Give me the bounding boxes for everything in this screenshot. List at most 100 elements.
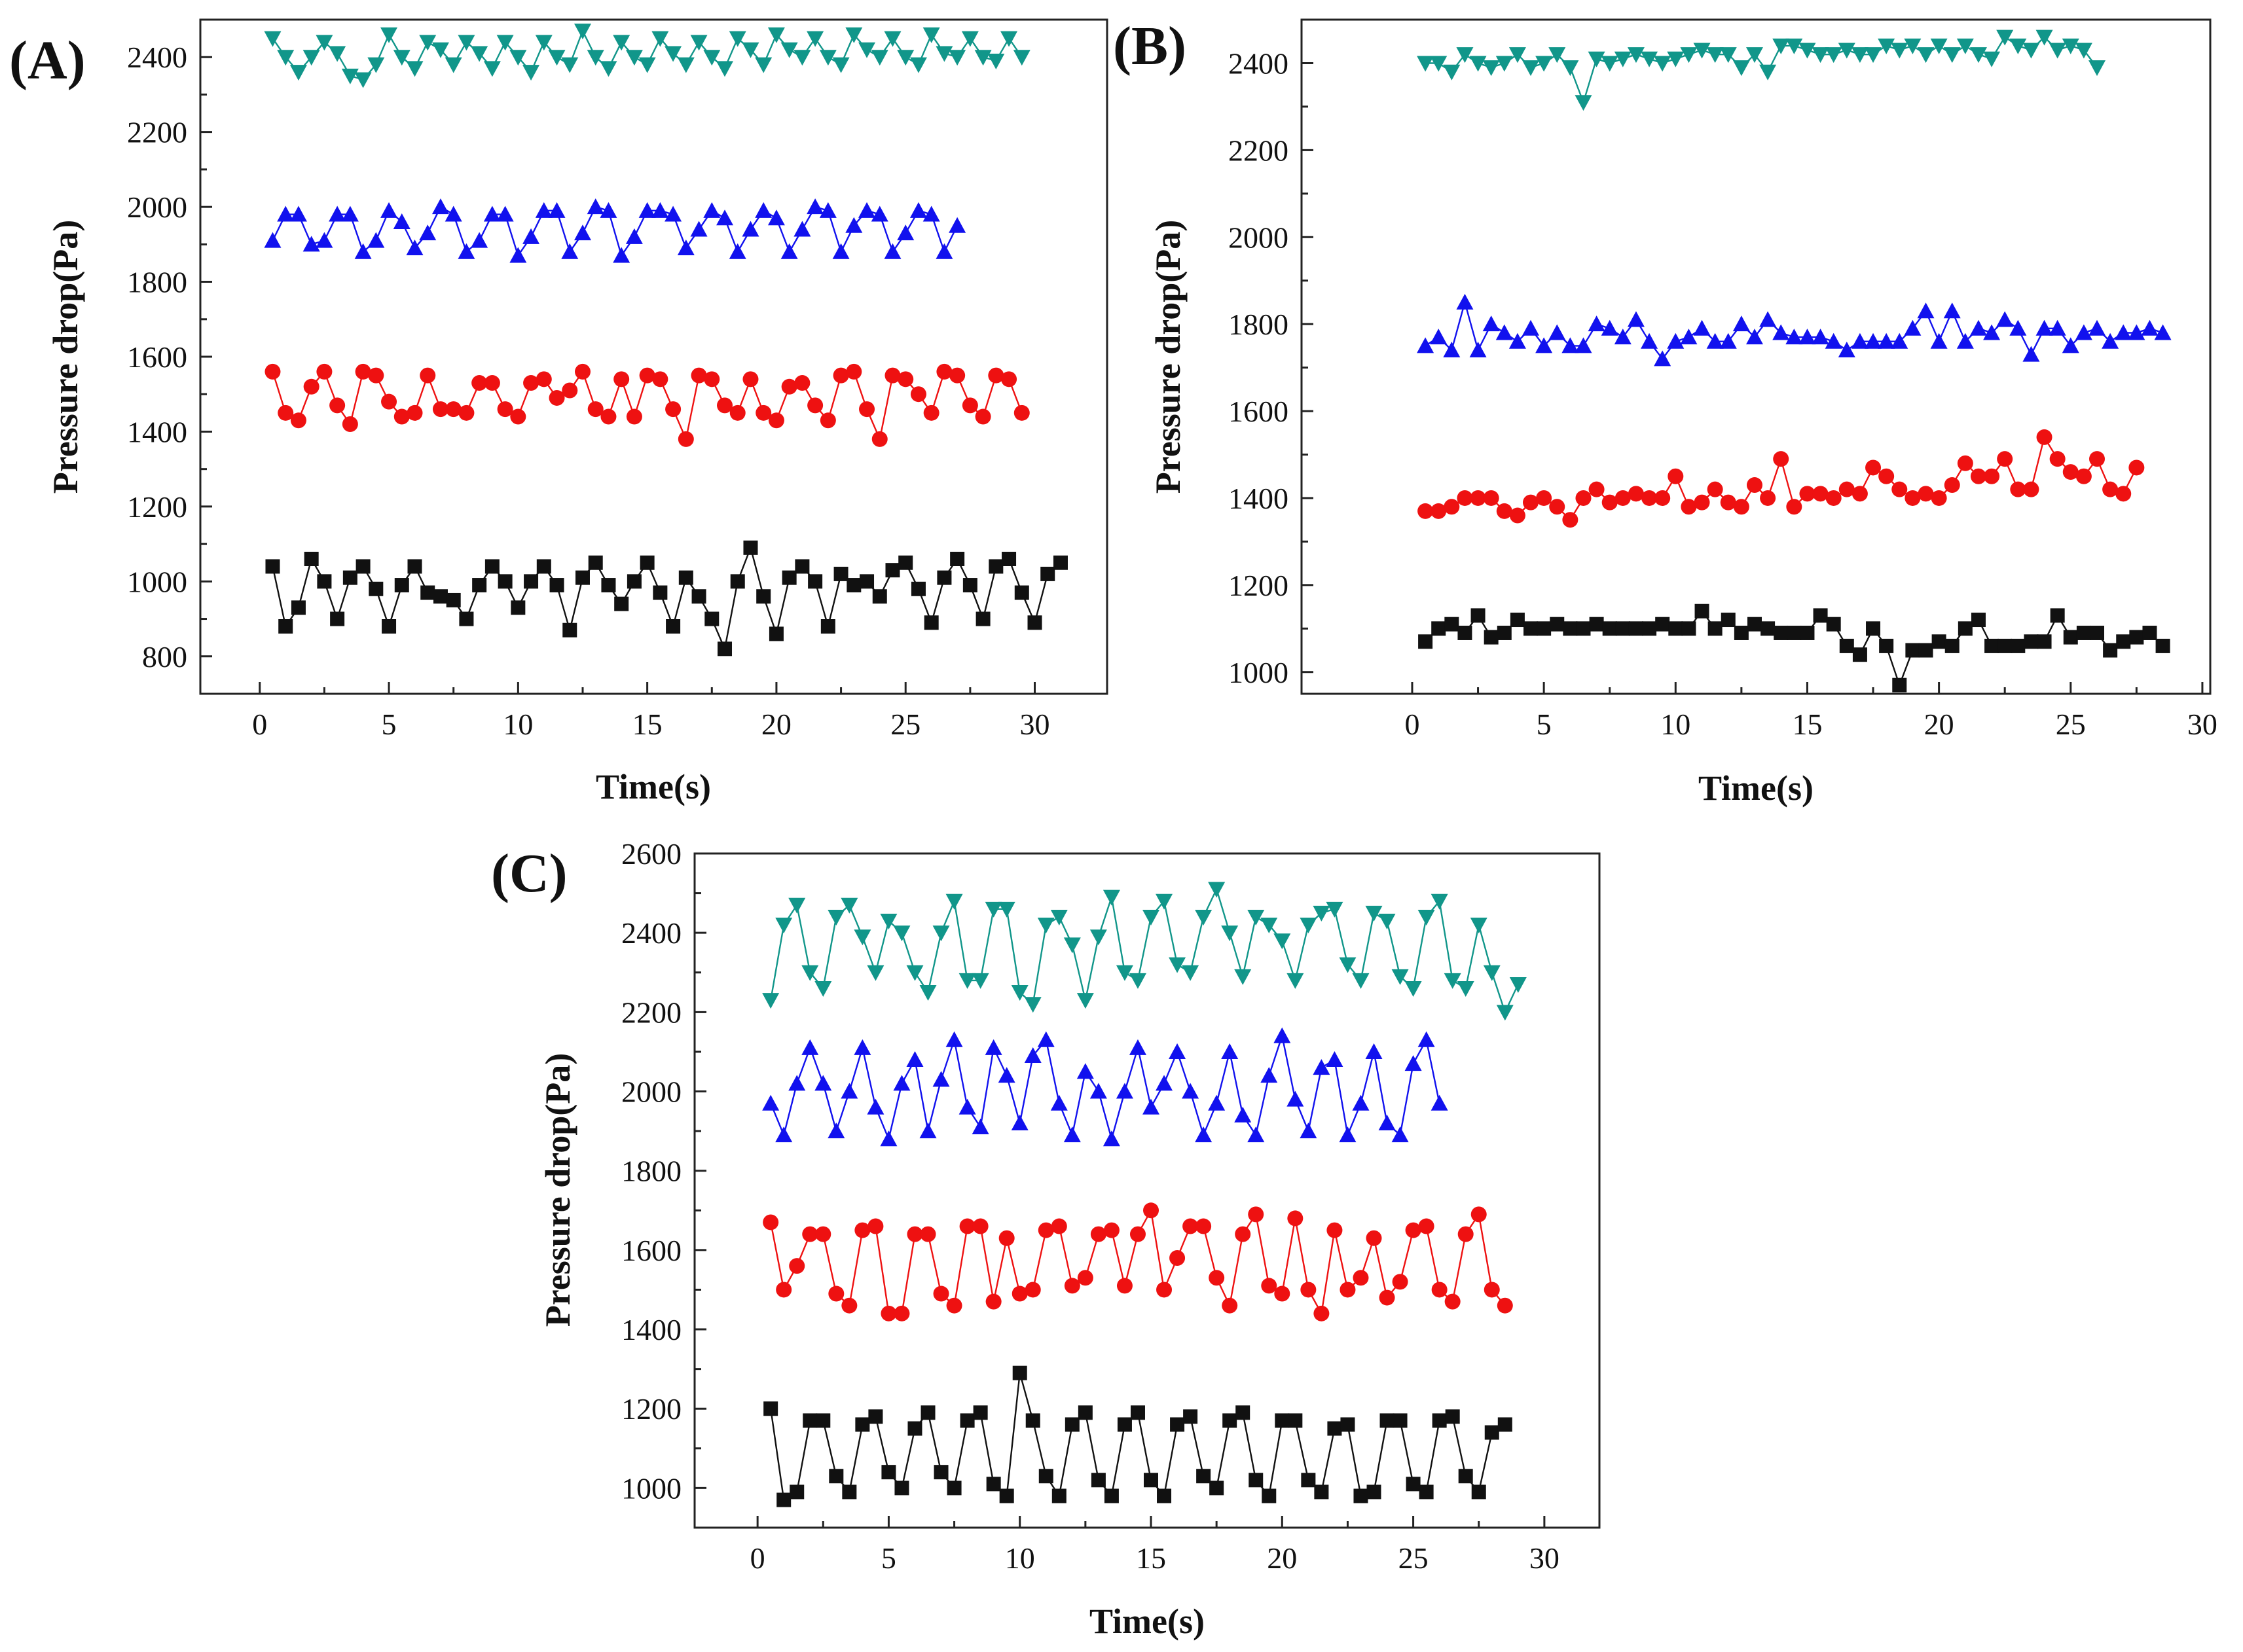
panel-a-square-point — [743, 540, 758, 555]
panel-b-square-point — [1628, 621, 1643, 636]
panel-a-triangle-down-point — [807, 31, 824, 47]
panel-c-circle-point — [867, 1218, 884, 1234]
panel-a-triangle-down-point — [600, 61, 617, 77]
panel-c-triangle-point — [906, 1051, 924, 1068]
panel-a-circle-point — [910, 386, 926, 403]
panel-a: (A) 0 5 10 15 20 25 30 800 1000 1200 1400 1600 1800 2… — [9, 18, 1108, 806]
panel-b-circle-point — [1668, 468, 1684, 484]
panel-b: (B) 0 5 10 15 20 25 30 1000 1200 1400 1600 1800 2000… — [1113, 16, 2217, 808]
panel-b-square-point — [1721, 613, 1736, 628]
panel-c-square-point — [1144, 1473, 1159, 1488]
panel-a-circle-point — [756, 404, 772, 421]
panel-b-plot-frame — [1300, 18, 2212, 695]
panel-a-circle-point — [936, 363, 953, 380]
panel-b-triangle-point — [1601, 319, 1618, 336]
panel-c-x-tick-label: 30 — [1529, 1541, 1559, 1575]
panel-c-triangle-down-point — [1195, 909, 1213, 925]
panel-c-circle-point — [1103, 1222, 1120, 1238]
panel-a-y-tick-label: 1400 — [127, 415, 187, 448]
panel-c-triangle-down-point — [1169, 957, 1186, 973]
panel-a-circle-point — [549, 389, 565, 406]
panel-c-series-triangle — [762, 1027, 1448, 1147]
panel-b-y-tick-label: 2000 — [1228, 221, 1288, 254]
panel-a-square-point — [795, 559, 810, 574]
panel-b-circle-point — [2062, 464, 2079, 480]
panel-c-triangle-point — [1365, 1043, 1383, 1059]
panel-a-circle-point — [846, 363, 862, 380]
panel-c-circle-point — [1169, 1250, 1186, 1266]
panel-c-square-point — [1209, 1481, 1224, 1496]
panel-c-triangle-down-point — [880, 914, 898, 929]
panel-b-triangle-point — [1865, 332, 1882, 349]
panel-c-triangle-point — [1431, 1094, 1448, 1111]
panel-b-circle-point — [1457, 490, 1473, 506]
panel-a-square-point — [433, 589, 448, 604]
panel-a-triangle-point — [625, 228, 643, 244]
panel-b-triangle-point — [1891, 332, 1908, 349]
panel-c-x-tick-label: 0 — [750, 1541, 765, 1575]
panel-c-triangle-down-point — [1483, 965, 1501, 981]
panel-c-square-point — [1275, 1413, 1290, 1428]
panel-c-triangle-point — [1404, 1055, 1422, 1071]
panel-c-circle-point — [1116, 1278, 1133, 1294]
panel-c-square-point — [1091, 1473, 1106, 1488]
panel-a-triangle-down-point — [574, 24, 591, 40]
panel-a-circle-point — [639, 367, 655, 384]
panel-c-y-tick-label: 1800 — [621, 1155, 682, 1188]
panel-b-x-axis-title: Time(s) — [1698, 768, 1814, 808]
panel-c-triangle-point — [1076, 1063, 1094, 1079]
panel-a-square-point — [640, 555, 655, 570]
panel-c-series-triangle-line — [770, 1033, 1440, 1142]
panel-b-triangle-down-point — [1654, 56, 1671, 72]
panel-b-triangle-point — [1495, 324, 1513, 340]
panel-c-circle-point — [1300, 1282, 1317, 1298]
panel-b-circle-point — [1746, 477, 1762, 494]
panel-b-triangle-down-point — [1851, 47, 1869, 63]
panel-b-square-point — [1931, 634, 1946, 649]
panel-c-circle-point — [1418, 1218, 1434, 1234]
panel-a-triangle-point — [406, 240, 424, 256]
panel-b-square-point — [1734, 625, 1749, 640]
panel-c-square-point — [1497, 1417, 1512, 1432]
panel-c-triangle-down-point — [1286, 973, 1304, 989]
panel-b-circle-point — [1628, 486, 1644, 502]
panel-a-triangle-point — [522, 228, 540, 244]
panel-a-series — [264, 24, 1068, 656]
panel-b-triangle-point — [1838, 342, 1855, 358]
panel-c-circle-point — [1392, 1274, 1408, 1290]
panel-c-circle-point — [802, 1226, 818, 1242]
panel-a-square-point — [691, 589, 706, 604]
panel-a-triangle-point — [431, 198, 449, 215]
panel-b-square-point — [1787, 625, 1802, 640]
panel-a-triangle-down-point — [548, 50, 566, 66]
panel-b-square-point — [1971, 613, 1986, 628]
panel-a-square-point — [304, 552, 319, 566]
panel-c-triangle-point — [1391, 1126, 1409, 1143]
panel-c-square-point — [1327, 1421, 1342, 1436]
panel-c-x-tick-label: 25 — [1398, 1541, 1429, 1575]
panel-b-circle-point — [1931, 490, 1947, 506]
panel-a-circle-point — [445, 401, 462, 418]
panel-a-y-tick-label: 2000 — [127, 190, 187, 224]
panel-a-circle-point — [536, 371, 552, 387]
panel-a-triangle-down-point — [665, 46, 682, 62]
panel-a-circle-point — [988, 367, 1004, 384]
panel-b-y-tick-label: 2200 — [1228, 134, 1288, 167]
panel-b-square-point — [2129, 630, 2144, 645]
panel-c-triangle-down-point — [1260, 918, 1278, 934]
panel-c-circle-point — [789, 1258, 805, 1274]
panel-b-square-point — [1484, 630, 1499, 645]
panel-c-square-point — [1130, 1405, 1145, 1420]
panel-b-square-point — [1681, 621, 1696, 636]
panel-b-square-point — [1866, 621, 1881, 636]
panel-a-triangle-down-point — [755, 57, 773, 73]
panel-c-triangle-down-point — [854, 929, 871, 946]
panel-c-triangle-down-point — [919, 985, 937, 1001]
panel-a-circle-point — [587, 401, 604, 418]
panel-a-triangle-point — [277, 206, 295, 222]
panel-a-circle-point — [420, 367, 436, 384]
panel-b-triangle-point — [2035, 319, 2053, 336]
panel-b-triangle-point — [1522, 319, 1540, 336]
panel-b-square-point — [2142, 625, 2157, 640]
panel-c-triangle-point — [919, 1122, 937, 1139]
